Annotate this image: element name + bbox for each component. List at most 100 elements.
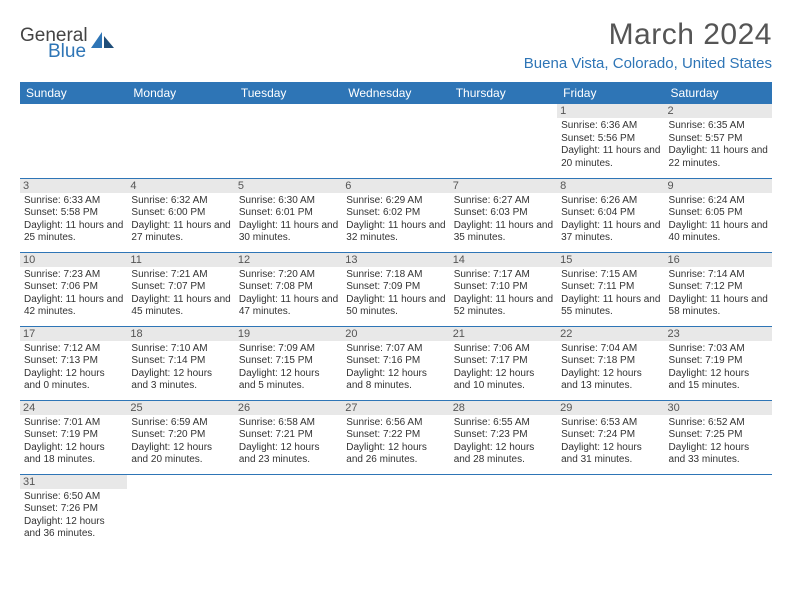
weekday-header: Monday	[127, 82, 234, 104]
sunrise-line: Sunrise: 6:59 AM	[131, 417, 230, 430]
daylight-line: Daylight: 11 hours and 20 minutes.	[561, 145, 660, 170]
day-number: 14	[450, 253, 557, 267]
day-number: 30	[665, 401, 772, 415]
day-number: 2	[665, 104, 772, 118]
calendar-cell: 9Sunrise: 6:24 AMSunset: 6:05 PMDaylight…	[665, 178, 772, 252]
calendar-cell-empty	[342, 104, 449, 178]
sunset-line: Sunset: 5:58 PM	[24, 207, 123, 220]
day-info: Sunrise: 7:14 AMSunset: 7:12 PMDaylight:…	[669, 269, 768, 319]
calendar-cell: 26 Sunrise: 6:58 AMSunset: 7:21 PMDayligh…	[235, 400, 342, 474]
calendar-cell: 27Sunrise: 6:56 AMSunset: 7:22 PMDayligh…	[342, 400, 449, 474]
calendar-cell: 4Sunrise: 6:32 AMSunset: 6:00 PMDaylight…	[127, 178, 234, 252]
daylight-line: Daylight: 11 hours and 58 minutes.	[669, 294, 768, 319]
weekday-header: Saturday	[665, 82, 772, 104]
daylight-line: Daylight: 11 hours and 27 minutes.	[131, 220, 230, 245]
sunset-line: Sunset: 6:04 PM	[561, 207, 660, 220]
day-info: Sunrise: 6:55 AMSunset: 7:23 PMDaylight:…	[454, 417, 553, 467]
day-info: Sunrise: 7:09 AMSunset: 7:15 PMDaylight:…	[239, 343, 338, 393]
sunset-line: Sunset: 5:56 PM	[561, 133, 660, 146]
sunrise-line: Sunrise: 6:58 AM	[239, 417, 338, 430]
day-number: 27	[342, 401, 449, 415]
calendar-cell: 16Sunrise: 7:14 AMSunset: 7:12 PMDayligh…	[665, 252, 772, 326]
sunrise-line: Sunrise: 6:55 AM	[454, 417, 553, 430]
sunrise-line: Sunrise: 6:26 AM	[561, 195, 660, 208]
calendar-cell-empty	[127, 104, 234, 178]
daylight-line: Daylight: 11 hours and 35 minutes.	[454, 220, 553, 245]
day-info: Sunrise: 7:15 AMSunset: 7:11 PMDaylight:…	[561, 269, 660, 319]
calendar-cell: 3 Sunrise: 6:33 AMSunset: 5:58 PMDaylight…	[20, 178, 127, 252]
sunrise-line: Sunrise: 7:10 AM	[131, 343, 230, 356]
calendar-cell: 17Sunrise: 7:12 AMSunset: 7:13 PMDayligh…	[20, 326, 127, 400]
daylight-line: Daylight: 12 hours and 18 minutes.	[24, 442, 123, 467]
sunset-line: Sunset: 7:21 PM	[239, 429, 338, 442]
daylight-line: Daylight: 12 hours and 20 minutes.	[131, 442, 230, 467]
day-number: 26	[235, 401, 342, 415]
daylight-line: Daylight: 11 hours and 40 minutes.	[669, 220, 768, 245]
sunrise-line: Sunrise: 6:53 AM	[561, 417, 660, 430]
day-number: 8	[557, 179, 664, 193]
daylight-line: Daylight: 11 hours and 25 minutes.	[24, 220, 123, 245]
day-number: 9	[665, 179, 772, 193]
sunset-line: Sunset: 7:24 PM	[561, 429, 660, 442]
calendar-cell: 30 Sunrise: 6:52 AMSunset: 7:25 PMDayligh…	[665, 400, 772, 474]
day-number: 28	[450, 401, 557, 415]
calendar-table: SundayMondayTuesdayWednesdayThursdayFrid…	[20, 82, 772, 548]
sunrise-line: Sunrise: 6:52 AM	[669, 417, 768, 430]
sunrise-line: Sunrise: 7:09 AM	[239, 343, 338, 356]
daylight-line: Daylight: 12 hours and 3 minutes.	[131, 368, 230, 393]
daylight-line: Daylight: 11 hours and 32 minutes.	[346, 220, 445, 245]
daylight-line: Daylight: 11 hours and 52 minutes.	[454, 294, 553, 319]
sunrise-line: Sunrise: 7:01 AM	[24, 417, 123, 430]
calendar-cell: 8 Sunrise: 6:26 AMSunset: 6:04 PMDaylight…	[557, 178, 664, 252]
daylight-line: Daylight: 12 hours and 23 minutes.	[239, 442, 338, 467]
day-number: 5	[235, 179, 342, 193]
sunset-line: Sunset: 7:10 PM	[454, 281, 553, 294]
sunrise-line: Sunrise: 6:50 AM	[24, 491, 123, 504]
day-number: 10	[20, 253, 127, 267]
day-number: 24	[20, 401, 127, 415]
sunset-line: Sunset: 7:12 PM	[669, 281, 768, 294]
calendar-cell-empty	[20, 104, 127, 178]
day-info: Sunrise: 7:10 AMSunset: 7:14 PMDaylight:…	[131, 343, 230, 393]
day-info: Sunrise: 6:52 AMSunset: 7:25 PMDaylight:…	[669, 417, 768, 467]
daylight-line: Daylight: 11 hours and 50 minutes.	[346, 294, 445, 319]
location-text: Buena Vista, Colorado, United States	[524, 55, 772, 72]
daylight-line: Daylight: 11 hours and 37 minutes.	[561, 220, 660, 245]
daylight-line: Daylight: 11 hours and 42 minutes.	[24, 294, 123, 319]
sunrise-line: Sunrise: 6:35 AM	[669, 120, 768, 133]
daylight-line: Daylight: 12 hours and 36 minutes.	[24, 516, 123, 541]
day-number: 3	[20, 179, 127, 193]
calendar-row: 10Sunrise: 7:23 AMSunset: 7:06 PMDayligh…	[20, 252, 772, 326]
calendar-cell-empty	[450, 104, 557, 178]
calendar-cell-empty	[450, 474, 557, 548]
sunrise-line: Sunrise: 7:17 AM	[454, 269, 553, 282]
daylight-line: Daylight: 12 hours and 10 minutes.	[454, 368, 553, 393]
sunrise-line: Sunrise: 6:36 AM	[561, 120, 660, 133]
calendar-cell: 23Sunrise: 7:03 AMSunset: 7:19 PMDayligh…	[665, 326, 772, 400]
day-number: 18	[127, 327, 234, 341]
daylight-line: Daylight: 12 hours and 13 minutes.	[561, 368, 660, 393]
sunrise-line: Sunrise: 6:32 AM	[131, 195, 230, 208]
daylight-line: Daylight: 12 hours and 5 minutes.	[239, 368, 338, 393]
sunrise-line: Sunrise: 7:07 AM	[346, 343, 445, 356]
sunrise-line: Sunrise: 6:33 AM	[24, 195, 123, 208]
day-info: Sunrise: 7:04 AMSunset: 7:18 PMDaylight:…	[561, 343, 660, 393]
sunset-line: Sunset: 7:22 PM	[346, 429, 445, 442]
day-info: Sunrise: 6:33 AMSunset: 5:58 PMDaylight:…	[24, 195, 123, 245]
day-info: Sunrise: 7:20 AMSunset: 7:08 PMDaylight:…	[239, 269, 338, 319]
day-info: Sunrise: 6:36 AMSunset: 5:56 PMDaylight:…	[561, 120, 660, 170]
calendar-cell-empty	[557, 474, 664, 548]
weekday-header: Tuesday	[235, 82, 342, 104]
page-title: March 2024	[524, 18, 772, 52]
calendar-cell: 5Sunrise: 6:30 AMSunset: 6:01 PMDaylight…	[235, 178, 342, 252]
daylight-line: Daylight: 11 hours and 47 minutes.	[239, 294, 338, 319]
calendar-cell: 15Sunrise: 7:15 AMSunset: 7:11 PMDayligh…	[557, 252, 664, 326]
calendar-cell: 6Sunrise: 6:29 AMSunset: 6:02 PMDaylight…	[342, 178, 449, 252]
sunset-line: Sunset: 7:08 PM	[239, 281, 338, 294]
calendar-cell: 20Sunrise: 7:07 AMSunset: 7:16 PMDayligh…	[342, 326, 449, 400]
sunset-line: Sunset: 7:16 PM	[346, 355, 445, 368]
daylight-line: Daylight: 12 hours and 26 minutes.	[346, 442, 445, 467]
calendar-row: 17Sunrise: 7:12 AMSunset: 7:13 PMDayligh…	[20, 326, 772, 400]
sunset-line: Sunset: 7:26 PM	[24, 503, 123, 516]
daylight-line: Daylight: 11 hours and 30 minutes.	[239, 220, 338, 245]
